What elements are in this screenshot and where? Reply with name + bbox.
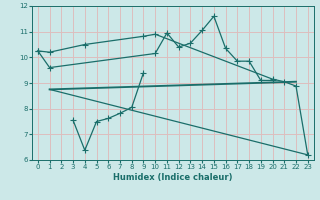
X-axis label: Humidex (Indice chaleur): Humidex (Indice chaleur) — [113, 173, 233, 182]
